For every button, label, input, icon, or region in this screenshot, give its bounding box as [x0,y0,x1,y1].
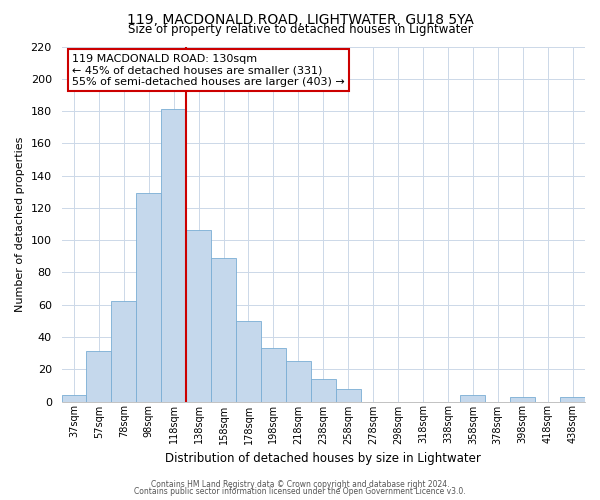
Bar [336,388,361,402]
Text: Contains public sector information licensed under the Open Government Licence v3: Contains public sector information licen… [134,488,466,496]
Bar [186,230,211,402]
Text: Contains HM Land Registry data © Crown copyright and database right 2024.: Contains HM Land Registry data © Crown c… [151,480,449,489]
Bar [161,110,186,402]
Bar [311,379,336,402]
Bar [560,396,585,402]
Bar [236,321,261,402]
Bar [112,302,136,402]
X-axis label: Distribution of detached houses by size in Lightwater: Distribution of detached houses by size … [166,452,481,465]
Bar [136,194,161,402]
Text: Size of property relative to detached houses in Lightwater: Size of property relative to detached ho… [128,22,472,36]
Text: 119 MACDONALD ROAD: 130sqm
← 45% of detached houses are smaller (331)
55% of sem: 119 MACDONALD ROAD: 130sqm ← 45% of deta… [72,54,345,87]
Bar [86,352,112,402]
Bar [286,361,311,402]
Text: 119, MACDONALD ROAD, LIGHTWATER, GU18 5YA: 119, MACDONALD ROAD, LIGHTWATER, GU18 5Y… [127,12,473,26]
Bar [510,396,535,402]
Bar [261,348,286,402]
Bar [211,258,236,402]
Y-axis label: Number of detached properties: Number of detached properties [15,136,25,312]
Bar [62,395,86,402]
Bar [460,395,485,402]
